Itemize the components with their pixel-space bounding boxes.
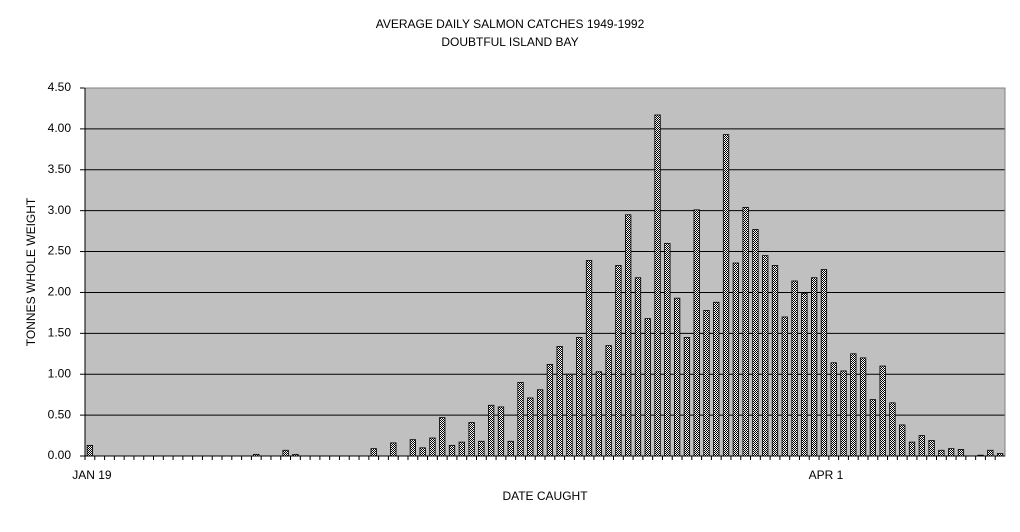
bar	[605, 345, 612, 457]
bar	[429, 437, 436, 457]
chart-title: AVERAGE DAILY SALMON CATCHES 1949-1992	[376, 17, 645, 31]
y-tick-label: 4.00	[48, 121, 72, 135]
bar	[996, 453, 1004, 457]
bar	[811, 277, 818, 457]
bar	[948, 448, 955, 457]
bar	[282, 449, 289, 457]
y-tick-label: 3.00	[48, 203, 72, 217]
bar	[987, 449, 994, 457]
bar	[771, 265, 779, 457]
bar	[458, 441, 465, 457]
bar	[546, 364, 554, 457]
bar	[507, 440, 514, 457]
bar	[732, 262, 739, 457]
y-tick-label: 4.50	[48, 80, 72, 94]
bar	[409, 439, 417, 457]
bar	[859, 357, 867, 457]
bar	[517, 381, 524, 457]
bar	[253, 453, 260, 457]
bar	[576, 337, 583, 457]
bar	[722, 134, 730, 457]
bar	[673, 297, 681, 457]
bar	[693, 209, 700, 457]
x-tick-label: JAN 19	[72, 468, 112, 482]
bar	[390, 442, 397, 457]
x-tick-label: APR 1	[809, 468, 844, 482]
y-tick-label: 1.50	[48, 326, 72, 340]
bar	[497, 406, 505, 457]
bar	[644, 318, 651, 457]
bar	[752, 229, 759, 457]
bar	[439, 417, 446, 457]
bar	[654, 114, 661, 457]
bar	[468, 422, 475, 457]
bar	[840, 370, 847, 457]
bar	[830, 362, 837, 457]
y-tick-label: 2.50	[48, 244, 72, 258]
y-tick-label: 2.00	[48, 285, 72, 299]
bar	[664, 242, 671, 457]
y-tick-label: 1.00	[48, 366, 72, 380]
bar	[527, 397, 534, 457]
bar	[713, 301, 720, 457]
bar	[370, 448, 377, 457]
bar	[762, 255, 769, 457]
bar	[928, 440, 935, 457]
bar	[879, 365, 886, 457]
y-tick-label: 0.50	[48, 407, 72, 421]
bar	[86, 444, 94, 457]
bar	[938, 449, 945, 457]
bar	[634, 277, 642, 457]
plot-area	[85, 88, 1005, 456]
y-tick-label: 0.00	[48, 448, 72, 462]
bar	[292, 453, 299, 457]
bar	[918, 435, 925, 457]
bar	[448, 444, 456, 457]
bar	[556, 346, 563, 457]
y-tick-label: 3.50	[48, 162, 72, 176]
chart-subtitle: DOUBTFUL ISLAND BAY	[441, 35, 578, 49]
y-axis-label: TONNES WHOLE WEIGHT	[24, 197, 38, 346]
bar	[683, 337, 691, 457]
bar	[488, 404, 495, 457]
bar	[889, 402, 896, 457]
bar	[908, 441, 916, 457]
bar	[703, 310, 710, 457]
bar	[791, 280, 798, 457]
bar	[566, 373, 573, 457]
bar	[595, 371, 602, 457]
bar	[625, 214, 632, 457]
bar	[977, 454, 984, 457]
bar	[820, 269, 828, 457]
x-axis-label: DATE CAUGHT	[502, 489, 588, 503]
bar	[850, 353, 857, 457]
bar	[801, 292, 808, 457]
bar	[899, 424, 906, 457]
bar	[869, 399, 877, 457]
bar	[957, 449, 965, 457]
bar	[419, 447, 426, 457]
bar	[585, 260, 593, 457]
bar	[742, 206, 749, 457]
bar	[615, 265, 622, 457]
bar	[781, 316, 788, 457]
bar	[536, 389, 544, 457]
bar	[478, 440, 485, 457]
